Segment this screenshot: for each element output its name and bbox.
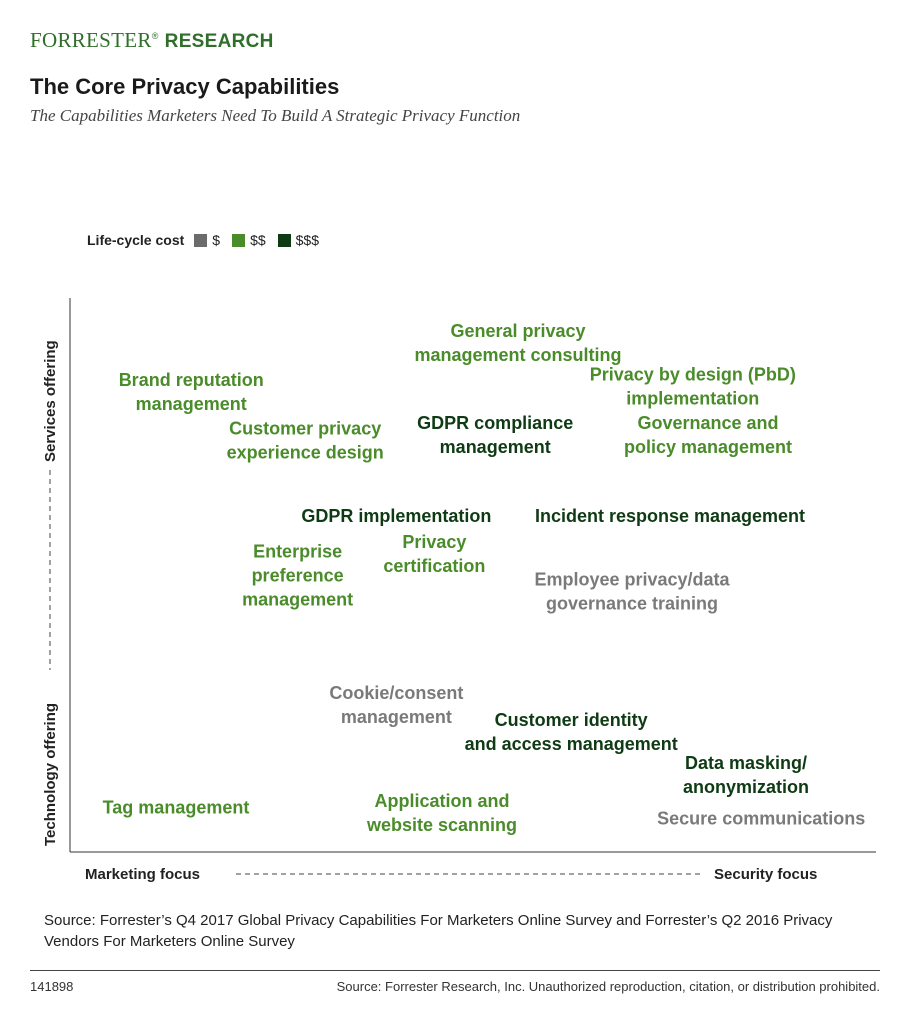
chart-subtitle: The Capabilities Marketers Need To Build… xyxy=(30,106,521,125)
logo-registered-mark: ® xyxy=(151,31,159,41)
legend-swatch-mid-cost xyxy=(232,233,246,247)
capability-label-line: Customer identity xyxy=(495,710,648,730)
capability-label-line: Privacy by design (PbD) xyxy=(590,364,796,384)
capability-label-line: management xyxy=(136,394,247,414)
capability-label-line: experience design xyxy=(227,442,384,462)
capability-label-line: website scanning xyxy=(366,815,517,835)
capability-label: Privacy certification xyxy=(383,532,485,576)
footer-divider xyxy=(30,970,880,971)
y-axis-high-label: Services offering xyxy=(42,340,59,462)
x-axis-low-label: Marketing focus xyxy=(85,866,200,883)
capability-label: General privacy management consulting xyxy=(414,321,621,365)
capability-label: Employee privacy/data governance training xyxy=(534,570,730,614)
capability-label-line: preference xyxy=(252,565,344,585)
capability-label-line: governance training xyxy=(546,594,718,614)
capability-label: Secure communications xyxy=(657,808,865,828)
capability-label: Tag management xyxy=(103,798,250,818)
capability-label: Customer privacy experience design xyxy=(227,418,384,462)
capability-label-line: Incident response management xyxy=(535,506,805,526)
capability-label: Incident response management xyxy=(535,506,805,526)
capability-label-line: Customer privacy xyxy=(229,418,381,438)
capability-label-line: Application and xyxy=(375,791,510,811)
capability-label-line: policy management xyxy=(624,437,792,457)
capability-label-line: Cookie/consent xyxy=(329,683,463,703)
capability-label: Data masking/anonymization xyxy=(683,753,809,797)
logo-forrester: FORRESTER xyxy=(30,28,152,52)
logo-research: RESEARCH xyxy=(164,31,274,52)
legend-label-mid-cost: $$ xyxy=(250,232,266,248)
capability-label-line: and access management xyxy=(465,734,678,754)
figure-id: 141898 xyxy=(30,979,74,994)
legend-label-high-cost: $$$ xyxy=(295,232,319,248)
footer-copyright: Source: Forrester Research, Inc. Unautho… xyxy=(336,979,880,994)
legend-label-low-cost: $ xyxy=(212,232,221,248)
capability-label: Cookie/consent management xyxy=(329,683,463,727)
legend-title: Life-cycle cost xyxy=(87,232,185,248)
capability-label-line: implementation xyxy=(626,388,759,408)
x-axis-high-label: Security focus xyxy=(714,866,817,883)
capability-label-line: GDPR compliance xyxy=(417,413,573,433)
legend-item-low-cost: $ xyxy=(194,232,220,248)
capability-label-line: certification xyxy=(383,556,485,576)
capability-label-line: Privacy xyxy=(402,532,466,552)
capability-label-line: management xyxy=(341,707,452,727)
capability-label-line: Brand reputation xyxy=(119,370,264,390)
legend-swatch-low-cost xyxy=(194,233,208,247)
chart-title: The Core Privacy Capabilities xyxy=(30,74,340,99)
capability-label-line: management xyxy=(242,589,353,609)
capability-label-line: Secure communications xyxy=(657,808,865,828)
capability-label: Brand reputation management xyxy=(119,370,264,414)
capability-label-line: management consulting xyxy=(414,345,621,365)
capability-label-line: Data masking/ xyxy=(685,753,807,773)
capability-label-line: management xyxy=(440,437,551,457)
capability-label: GDPR implementation xyxy=(301,506,491,526)
capability-label: GDPR compliance management xyxy=(417,413,573,457)
capability-label-line: Governance and xyxy=(637,413,778,433)
capability-label-line: Enterprise xyxy=(253,541,342,561)
capability-points: General privacy management consulting Bran… xyxy=(103,321,866,835)
source-note: Source: Forrester’s Q4 2017 Global Priva… xyxy=(44,912,833,950)
y-axis-low-label: Technology offering xyxy=(42,703,59,846)
capability-label: Application and website scanning xyxy=(366,791,517,835)
capability-label: Enterprise preference management xyxy=(242,541,353,609)
forrester-logo: FORRESTER® RESEARCH xyxy=(30,28,274,53)
capability-label-line: Tag management xyxy=(103,798,250,818)
capability-label: Privacy by design (PbD) implementation xyxy=(590,364,796,408)
legend-swatch-high-cost xyxy=(277,233,291,247)
capability-label-line: GDPR implementation xyxy=(301,506,491,526)
legend-item-mid-cost: $$ xyxy=(232,232,266,248)
capability-label-line: General privacy xyxy=(450,321,585,341)
capability-label: Governance and policy management xyxy=(624,413,792,457)
capability-map-chart: Marketing focus Security focus Services … xyxy=(42,298,876,883)
capability-label: Customer identity and access management xyxy=(465,710,678,754)
legend-item-high-cost: $$$ xyxy=(277,232,319,248)
legend: Life-cycle cost $ $$ $$$ xyxy=(87,232,331,248)
capability-label-line: anonymization xyxy=(683,777,809,797)
capability-label-line: Employee privacy/data xyxy=(534,570,730,590)
